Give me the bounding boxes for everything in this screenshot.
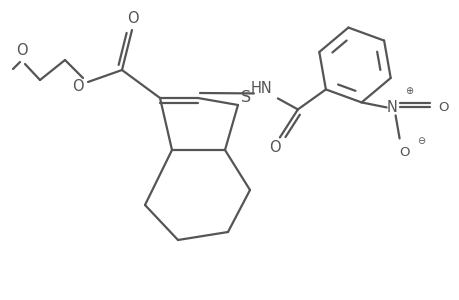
Text: O: O <box>269 140 280 155</box>
Text: HN: HN <box>251 81 272 96</box>
Text: O: O <box>437 101 448 114</box>
Text: ⊖: ⊖ <box>417 136 425 146</box>
Text: N: N <box>385 100 396 115</box>
Text: O: O <box>16 43 28 58</box>
Text: O: O <box>127 11 139 26</box>
Text: S: S <box>241 89 251 104</box>
Text: O: O <box>72 79 84 94</box>
Text: ⊕: ⊕ <box>405 86 413 96</box>
Text: O: O <box>398 146 409 159</box>
